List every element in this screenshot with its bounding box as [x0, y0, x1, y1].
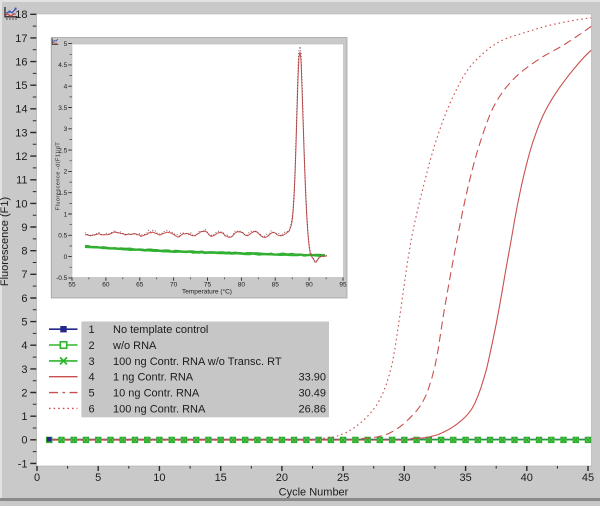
- svg-text:13: 13: [15, 127, 27, 139]
- svg-text:Fluorescence -d(F1)/dT: Fluorescence -d(F1)/dT: [56, 142, 62, 211]
- svg-text:14: 14: [15, 104, 27, 116]
- svg-text:16: 16: [15, 57, 27, 69]
- svg-text:17: 17: [15, 33, 27, 45]
- svg-text:10: 10: [153, 472, 165, 484]
- svg-text:60: 60: [102, 282, 110, 289]
- svg-text:No template control: No template control: [113, 324, 208, 336]
- svg-text:30.49: 30.49: [298, 388, 326, 400]
- svg-text:20: 20: [276, 472, 288, 484]
- svg-text:1.5: 1.5: [58, 190, 67, 197]
- svg-text:Cycle Number: Cycle Number: [279, 487, 349, 499]
- svg-text:80: 80: [238, 282, 246, 289]
- svg-text:70: 70: [170, 282, 178, 289]
- svg-text:10 ng Contr. RNA: 10 ng Contr. RNA: [113, 388, 200, 400]
- svg-text:Fluorescence (F1): Fluorescence (F1): [0, 197, 11, 286]
- svg-text:3: 3: [64, 126, 68, 133]
- svg-text:8: 8: [21, 246, 27, 258]
- svg-text:26.86: 26.86: [298, 403, 326, 415]
- svg-text:90: 90: [305, 282, 313, 289]
- svg-text:75: 75: [204, 282, 212, 289]
- svg-text:100 ng Contr. RNA w/o Transc.: 100 ng Contr. RNA w/o Transc. RT: [113, 356, 282, 368]
- svg-text:40: 40: [521, 472, 533, 484]
- svg-text:2: 2: [21, 387, 27, 399]
- svg-text:2.5: 2.5: [58, 147, 67, 154]
- svg-text:10: 10: [15, 198, 27, 210]
- svg-text:2: 2: [64, 169, 68, 176]
- svg-text:3: 3: [21, 364, 27, 376]
- svg-text:1: 1: [21, 411, 27, 423]
- svg-text:95: 95: [339, 282, 347, 289]
- svg-text:45: 45: [582, 472, 594, 484]
- svg-text:4: 4: [64, 84, 68, 91]
- svg-text:33.90: 33.90: [298, 372, 326, 384]
- svg-text:0.5: 0.5: [58, 233, 67, 240]
- svg-text:2: 2: [88, 340, 94, 352]
- svg-text:w/o RNA: w/o RNA: [112, 340, 157, 352]
- svg-text:5: 5: [88, 388, 94, 400]
- svg-text:3: 3: [88, 356, 94, 368]
- svg-text:85: 85: [272, 282, 280, 289]
- svg-text:0: 0: [64, 254, 68, 261]
- svg-text:15: 15: [215, 472, 227, 484]
- svg-text:55: 55: [68, 282, 76, 289]
- svg-text:7: 7: [21, 269, 27, 281]
- svg-text:11: 11: [16, 175, 27, 187]
- svg-text:1: 1: [88, 324, 94, 336]
- svg-text:6: 6: [88, 403, 94, 415]
- svg-text:Temperature (°C): Temperature (°C): [182, 288, 232, 296]
- svg-text:1: 1: [64, 211, 68, 218]
- svg-text:5: 5: [64, 41, 68, 48]
- svg-text:65: 65: [136, 282, 144, 289]
- svg-text:-0.5: -0.5: [56, 275, 68, 282]
- svg-text:-1: -1: [18, 458, 28, 470]
- svg-text:1 ng Contr. RNA: 1 ng Contr. RNA: [113, 372, 194, 384]
- svg-text:12: 12: [15, 151, 27, 163]
- svg-text:4: 4: [88, 372, 94, 384]
- svg-text:35: 35: [459, 472, 471, 484]
- svg-text:4.5: 4.5: [58, 62, 67, 69]
- svg-text:5: 5: [95, 472, 101, 484]
- svg-text:18: 18: [15, 9, 27, 21]
- svg-text:5: 5: [21, 317, 27, 329]
- svg-text:4: 4: [21, 340, 27, 352]
- svg-text:0: 0: [21, 435, 27, 447]
- svg-text:9: 9: [21, 222, 27, 234]
- svg-text:15: 15: [15, 80, 27, 92]
- svg-text:25: 25: [337, 472, 349, 484]
- svg-text:0: 0: [34, 472, 40, 484]
- svg-text:30: 30: [398, 472, 410, 484]
- svg-text:100 ng Contr. RNA: 100 ng Contr. RNA: [113, 403, 206, 415]
- svg-text:6: 6: [21, 293, 27, 305]
- svg-text:3.5: 3.5: [58, 105, 67, 112]
